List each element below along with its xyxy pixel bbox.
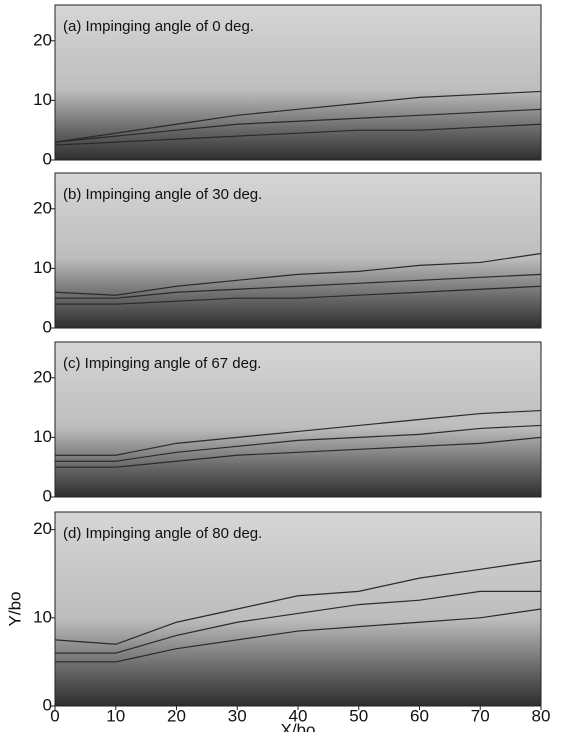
contour-line (54, 90, 542, 143)
x-tick-label: 80 (532, 706, 551, 725)
x-tick-label: 20 (167, 706, 186, 725)
x-tick-label: 0 (50, 706, 59, 725)
plot-background (55, 173, 541, 328)
panel-title: (a) Impinging angle of 0 deg. (63, 18, 254, 35)
y-tick-label: 0 (43, 149, 52, 168)
y-tick-label: 10 (33, 90, 52, 109)
y-tick-label: 20 (33, 198, 52, 217)
contour-line (55, 590, 541, 654)
x-tick-label: 50 (349, 706, 368, 725)
contour-line (55, 273, 542, 299)
panel-title: (b) Impinging angle of 30 deg. (63, 186, 262, 203)
contour-line (54, 252, 542, 296)
contour-line (55, 424, 542, 462)
y-tick-label: 0 (43, 317, 52, 336)
contour-line (55, 436, 542, 468)
y-tick-label: 20 (33, 30, 52, 49)
plot-frame (54, 4, 542, 161)
x-tick-label: 40 (289, 706, 308, 725)
y-tick-label: 0 (43, 695, 52, 714)
y-tick-label: 20 (33, 519, 52, 538)
x-axis-label: X/bo (281, 720, 316, 732)
y-tick-label: 10 (33, 258, 52, 277)
x-tick-label: 10 (106, 706, 125, 725)
plot-frame (54, 172, 542, 329)
x-tick-label: 60 (410, 706, 429, 725)
y-tick-label: 10 (33, 427, 52, 446)
contour-line (55, 285, 542, 305)
y-axis-label: Y/bo (5, 592, 24, 627)
contour-line (54, 108, 542, 143)
y-tick-label: 0 (43, 486, 52, 505)
panel-title: (c) Impinging angle of 67 deg. (63, 355, 261, 372)
y-tick-label: 20 (33, 367, 52, 386)
plot-background (55, 342, 541, 497)
contour-line (55, 608, 542, 663)
y-tick-label: 10 (33, 607, 52, 626)
contour-line (55, 409, 542, 456)
contour-line (54, 559, 542, 645)
x-tick-label: 70 (471, 706, 490, 725)
panel-title: (d) Impinging angle of 80 deg. (63, 525, 262, 542)
contour-line (54, 123, 542, 146)
plot-frame (54, 341, 542, 498)
x-tick-label: 30 (228, 706, 247, 725)
plot-background (55, 512, 541, 706)
